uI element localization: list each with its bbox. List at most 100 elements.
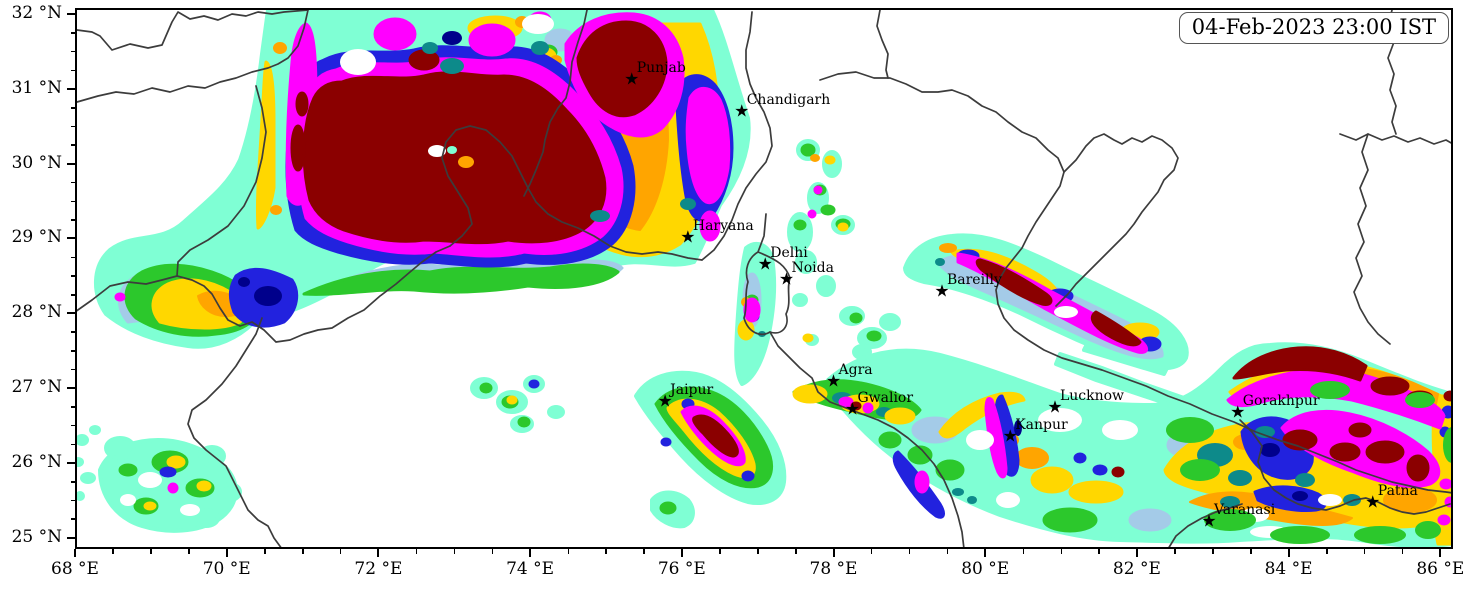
star-icon: ★ — [657, 391, 673, 412]
y-tick-label: 25 °N — [11, 526, 62, 547]
y-minor-tick — [71, 200, 75, 202]
x-minor-tick — [339, 549, 342, 554]
star-icon: ★ — [1047, 397, 1063, 418]
star-icon: ★ — [778, 269, 795, 290]
y-minor-tick — [71, 294, 75, 296]
y-minor-tick — [71, 125, 75, 128]
x-minor-tick — [1401, 549, 1404, 554]
x-minor-tick — [188, 549, 190, 554]
city-label: Chandigarh — [746, 91, 831, 108]
city-label: Lucknow — [1059, 388, 1125, 405]
y-major-tick — [67, 536, 75, 539]
x-minor-tick — [1250, 549, 1252, 554]
star-icon: ★ — [757, 254, 773, 275]
y-minor-tick — [71, 350, 75, 352]
x-minor-tick — [150, 549, 152, 554]
x-minor-tick — [112, 549, 114, 554]
timestamp-badge: 04-Feb-2023 23:00 IST — [1178, 12, 1449, 44]
y-minor-tick — [71, 144, 75, 146]
star-icon: ★ — [734, 101, 750, 122]
y-minor-tick — [71, 368, 75, 371]
y-minor-tick — [71, 424, 75, 427]
star-icon: ★ — [1365, 492, 1381, 513]
star-icon: ★ — [1230, 402, 1246, 423]
x-minor-tick — [453, 549, 456, 554]
x-tick-label: 72 °E — [354, 559, 403, 579]
y-major-tick — [67, 13, 75, 15]
y-major-tick — [67, 87, 75, 90]
star-icon: ★ — [825, 371, 842, 392]
x-minor-tick — [795, 549, 797, 554]
y-major-tick — [67, 312, 75, 315]
x-minor-tick — [1326, 549, 1328, 554]
x-tick-label: 82 °E — [1112, 559, 1161, 579]
y-major-tick — [67, 237, 75, 240]
y-minor-tick — [71, 181, 75, 184]
x-minor-tick — [1060, 549, 1063, 554]
city-label: Gwalior — [857, 390, 914, 407]
x-minor-tick — [1174, 549, 1176, 554]
x-minor-tick — [1363, 549, 1366, 554]
x-tick-label: 68 °E — [51, 559, 99, 579]
y-minor-tick — [71, 69, 75, 72]
city-label: Gorakhpur — [1242, 393, 1320, 410]
city-label: Patna — [1377, 483, 1418, 500]
city-label: Kanpur — [1015, 416, 1068, 433]
y-major-tick — [67, 461, 75, 464]
x-minor-tick — [946, 549, 949, 554]
y-minor-tick — [71, 219, 75, 221]
y-tick-label: 28 °N — [11, 302, 62, 323]
x-minor-tick — [491, 549, 494, 554]
y-minor-tick — [71, 50, 75, 53]
star-icon: ★ — [680, 227, 696, 248]
city-label: Bareilly — [946, 272, 1002, 289]
x-major-tick — [377, 549, 380, 557]
y-minor-tick — [71, 499, 75, 502]
y-minor-tick — [71, 256, 75, 259]
city-label: Noida — [791, 259, 834, 276]
x-major-tick — [984, 549, 987, 557]
x-major-tick — [680, 549, 683, 557]
x-minor-tick — [719, 549, 721, 554]
city-label: Haryana — [692, 218, 754, 235]
x-tick-label: 86 °E — [1416, 559, 1465, 579]
x-tick-label: 74 °E — [506, 559, 555, 579]
y-minor-tick — [71, 331, 75, 333]
x-tick-label: 80 °E — [961, 559, 1010, 579]
star-icon: ★ — [1002, 426, 1018, 447]
x-minor-tick — [870, 549, 873, 554]
x-minor-tick — [567, 549, 570, 554]
star-icon: ★ — [624, 69, 640, 90]
y-tick-label: 27 °N — [11, 377, 62, 397]
y-tick-label: 31 °N — [11, 77, 62, 98]
x-tick-label: 76 °E — [657, 559, 706, 579]
x-minor-tick — [643, 549, 645, 554]
x-minor-tick — [1098, 549, 1100, 554]
x-major-tick — [74, 549, 76, 557]
city-label: Punjab — [636, 59, 686, 76]
y-tick-label: 29 °N — [11, 227, 62, 248]
x-major-tick — [1439, 549, 1442, 557]
y-minor-tick — [71, 518, 75, 520]
y-tick-label: 26 °N — [11, 451, 62, 472]
star-icon: ★ — [1201, 511, 1217, 532]
x-tick-label: 70 °E — [202, 559, 251, 579]
star-icon: ★ — [844, 399, 861, 420]
city-label: Agra — [838, 362, 873, 379]
precip-darkred — [290, 20, 1457, 482]
y-tick-label: 32 °N — [11, 3, 62, 23]
x-minor-tick — [908, 549, 911, 554]
x-major-tick — [529, 549, 532, 557]
city-label: Jaipur — [670, 382, 714, 399]
timestamp-text: 04-Feb-2023 23:00 IST — [1191, 15, 1436, 39]
x-minor-tick — [1212, 549, 1214, 554]
y-minor-tick — [71, 406, 75, 408]
x-minor-tick — [302, 549, 304, 554]
x-major-tick — [1287, 549, 1290, 557]
y-minor-tick — [71, 275, 75, 277]
city-label: Delhi — [770, 245, 808, 262]
y-tick-label: 30 °N — [11, 152, 62, 173]
